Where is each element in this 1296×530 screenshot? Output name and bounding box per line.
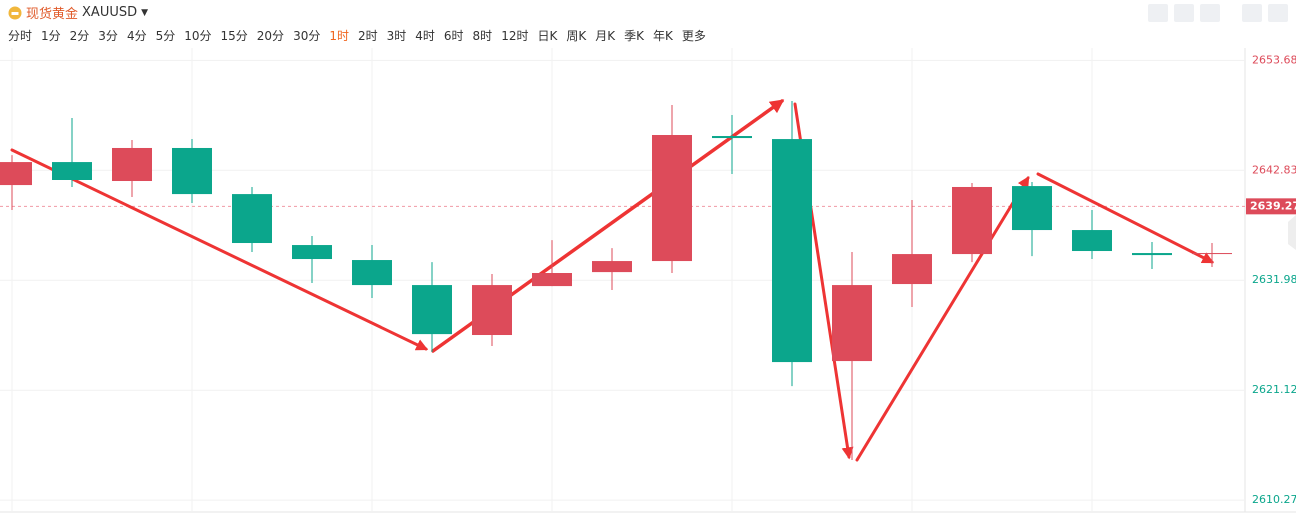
collapse-tab[interactable]: [1288, 215, 1296, 250]
interval-tab[interactable]: 20分: [256, 29, 285, 43]
candle-body: [1132, 253, 1172, 256]
candle-body: [832, 285, 872, 362]
interval-tab[interactable]: 季K: [624, 29, 644, 43]
icon-button[interactable]: [1174, 4, 1194, 22]
icon-button[interactable]: [1200, 4, 1220, 22]
candle-body: [112, 147, 152, 182]
interval-tab[interactable]: 3时: [386, 29, 407, 43]
candle-body: [592, 261, 632, 273]
current-price-box: [1246, 198, 1296, 215]
interval-tab[interactable]: 1分: [41, 29, 61, 43]
interval-tab[interactable]: 30分: [293, 29, 321, 43]
interval-tab[interactable]: 周K: [566, 29, 587, 43]
interval-tab[interactable]: 分时: [8, 29, 33, 43]
interval-tab[interactable]: 12时: [501, 29, 529, 43]
candle-body: [0, 162, 32, 186]
candle-body: [52, 162, 92, 180]
symbol-code: XAUUSD: [82, 5, 138, 20]
current-price-label: 2639.27: [1250, 199, 1296, 212]
candle-body: [1072, 230, 1112, 252]
candle-body: [532, 273, 572, 287]
y-tick-label: 2610.27: [1252, 493, 1296, 506]
symbol-name: 现货黄金: [26, 7, 79, 22]
candle-body: [472, 285, 512, 336]
interval-tab[interactable]: 月K: [595, 29, 616, 43]
y-tick-label: 2621.12: [1252, 383, 1296, 396]
candle-body: [652, 135, 692, 262]
interval-tab[interactable]: 年K: [652, 29, 673, 43]
y-tick-label: 2631.98: [1252, 273, 1296, 286]
arrow: [855, 175, 1030, 462]
interval-tab[interactable]: 4分: [126, 29, 147, 43]
icon-button[interactable]: [1148, 4, 1168, 22]
interval-tab[interactable]: 10分: [184, 29, 212, 43]
candle-body: [172, 147, 212, 195]
interval-tab[interactable]: 5分: [155, 29, 176, 43]
candle-body: [952, 186, 992, 255]
icon-button[interactable]: [1268, 4, 1288, 22]
y-tick-label: 2642.83: [1252, 163, 1296, 176]
interval-tab[interactable]: 更多: [681, 29, 706, 43]
interval-tab[interactable]: 1时: [329, 29, 349, 43]
interval-tab[interactable]: 6时: [443, 29, 464, 43]
arrow: [10, 148, 429, 351]
candle-body: [712, 136, 752, 139]
icon-button[interactable]: [1242, 4, 1262, 22]
arrow: [1036, 172, 1215, 264]
candle-body: [1012, 186, 1052, 231]
interval-tab[interactable]: 4时: [415, 29, 435, 43]
interval-tab[interactable]: 2时: [357, 29, 378, 43]
candle-body: [352, 260, 392, 286]
interval-bar: 分时 1分 2分 3分 4分 5分 10分 15分 20分 30分 1时 2时 3时 4时 6时 8时 12时日…: [8, 27, 706, 44]
y-tick-label: 2653.68: [1252, 53, 1296, 66]
candle-body: [772, 139, 812, 363]
candle-body: [892, 254, 932, 285]
symbol-header[interactable]: 现货黄金 XAUUSD ▼: [8, 3, 148, 22]
dropdown-caret: ▼: [141, 7, 149, 18]
candle-body: [292, 245, 332, 260]
interval-tab[interactable]: 15分: [220, 29, 248, 43]
gold-icon: [8, 6, 22, 19]
interval-tab[interactable]: 8时: [472, 29, 493, 43]
interval-tab[interactable]: 3分: [98, 29, 118, 43]
toolbar-icons: [1148, 4, 1288, 22]
interval-tab[interactable]: 2分: [69, 29, 90, 43]
candle-body: [412, 285, 452, 335]
interval-tab[interactable]: 日K: [537, 29, 558, 43]
candle-body: [1192, 253, 1232, 255]
candle-body: [232, 194, 272, 244]
